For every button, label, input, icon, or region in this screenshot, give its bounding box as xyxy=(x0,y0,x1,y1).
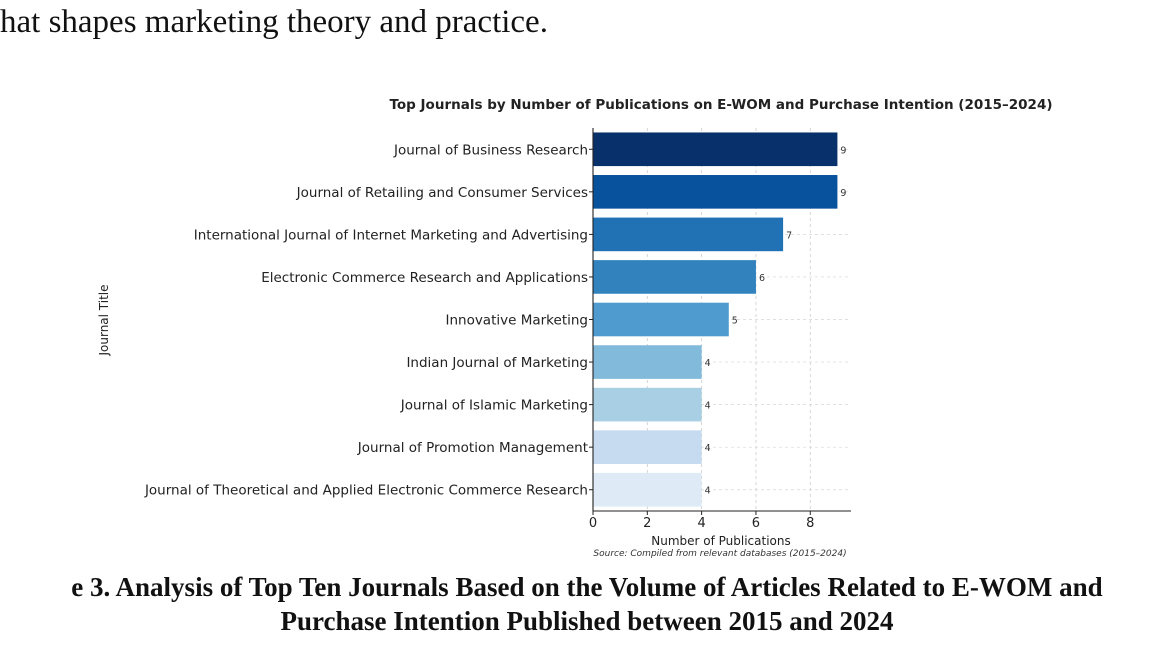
bar-8 xyxy=(593,430,702,464)
x-tick-label-0: 0 xyxy=(589,516,597,531)
value-label-3: 7 xyxy=(786,230,792,241)
bar-3 xyxy=(593,217,784,252)
category-label-6: Indian Journal of Marketing xyxy=(406,355,588,371)
x-axis-label: Number of Publications xyxy=(651,534,791,548)
paragraph-text: hat shapes marketing theory and practice… xyxy=(0,4,548,40)
bar-5 xyxy=(593,302,729,337)
bar-6 xyxy=(593,345,702,379)
category-label-1: Journal of Business Research xyxy=(393,142,588,158)
x-tick-label-4: 8 xyxy=(806,516,814,531)
value-label-2: 9 xyxy=(840,188,846,199)
y-axis-label: Journal Title xyxy=(97,284,111,356)
bar-chart: Top Journals by Number of Publications o… xyxy=(97,97,1053,559)
value-label-1: 9 xyxy=(840,145,846,156)
axes: 0 2 4 6 8 xyxy=(589,128,851,531)
x-tick-label-3: 6 xyxy=(752,516,760,531)
caption-line-2: Purchase Intention Published between 201… xyxy=(280,606,894,636)
value-label-4: 6 xyxy=(759,273,765,284)
category-label-9: Journal of Theoretical and Applied Elect… xyxy=(144,483,588,499)
x-tick-label-1: 2 xyxy=(643,516,651,531)
value-label-8: 4 xyxy=(705,443,711,454)
source-note: Source: Compiled from relevant databases… xyxy=(593,549,846,559)
category-label-4: Electronic Commerce Research and Applica… xyxy=(261,270,588,286)
bar-7 xyxy=(593,387,702,422)
value-label-5: 5 xyxy=(732,316,738,327)
category-label-5: Innovative Marketing xyxy=(445,313,588,329)
category-label-3: International Journal of Internet Market… xyxy=(194,227,588,243)
figure-caption: e 3. Analysis of Top Ten Journals Based … xyxy=(0,570,1174,638)
bar-9 xyxy=(593,472,702,507)
bar-4 xyxy=(593,260,756,294)
value-label-9: 4 xyxy=(705,486,711,497)
category-label-2: Journal of Retailing and Consumer Servic… xyxy=(296,185,588,201)
category-label-8: Journal of Promotion Management xyxy=(357,440,588,456)
category-label-7: Journal of Islamic Marketing xyxy=(400,398,588,414)
value-labels: 9 9 7 6 5 4 4 4 4 xyxy=(705,145,847,496)
x-tick-label-2: 4 xyxy=(697,516,705,531)
bar-2 xyxy=(593,175,838,209)
value-label-6: 4 xyxy=(705,358,711,369)
category-labels: Journal of Business Research Journal of R… xyxy=(144,142,588,498)
bars xyxy=(593,132,838,507)
chart-title: Top Journals by Number of Publications o… xyxy=(389,97,1052,113)
value-label-7: 4 xyxy=(705,401,711,412)
caption-line-1: e 3. Analysis of Top Ten Journals Based … xyxy=(71,572,1103,602)
bar-1 xyxy=(593,132,838,167)
